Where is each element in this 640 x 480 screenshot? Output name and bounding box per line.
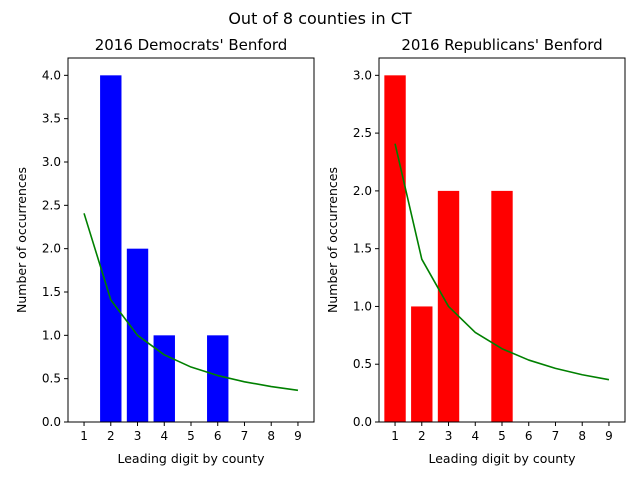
dem-xtick-label: 4	[160, 429, 168, 443]
dem-xtick-label: 1	[80, 429, 88, 443]
dem-chart-title: 2016 Democrats' Benford	[95, 36, 288, 54]
dem-ytick-label: 4.0	[42, 68, 61, 82]
rep-ytick-label: 1.0	[353, 299, 372, 313]
rep-xtick-label: 7	[552, 429, 560, 443]
dem-ytick-label: 1.0	[42, 328, 61, 342]
rep-ytick-label: 2.0	[353, 184, 372, 198]
rep-xtick-label: 8	[578, 429, 586, 443]
democrats-chart: 2016 Democrats' Benford 1 2 3 4 5 6 7 8 9 0.0 0.5 1.…	[14, 36, 315, 466]
rep-ytick-label: 0.5	[353, 357, 372, 371]
rep-xtick-label: 6	[525, 429, 533, 443]
rep-x-axis-label: Leading digit by county	[429, 451, 577, 466]
rep-xtick-label: 1	[391, 429, 399, 443]
figure-suptitle: Out of 8 counties in CT	[228, 9, 412, 28]
dem-xtick-label: 8	[267, 429, 275, 443]
dem-ytick-label: 0.0	[42, 415, 61, 429]
rep-xtick-label: 4	[471, 429, 479, 443]
dem-ytick-label: 2.0	[42, 242, 61, 256]
rep-xtick-label: 3	[445, 429, 453, 443]
dem-bar-digit-6	[207, 335, 229, 422]
dem-xtick-label: 6	[214, 429, 222, 443]
dem-ytick-label: 3.0	[42, 155, 61, 169]
dem-xtick-label: 9	[294, 429, 302, 443]
rep-bar-digit-2	[411, 306, 433, 422]
rep-ytick-label: 0.0	[353, 415, 372, 429]
rep-benford-expected-line	[394, 143, 610, 381]
rep-xtick-label: 5	[498, 429, 506, 443]
rep-xtick-label: 2	[418, 429, 426, 443]
dem-xtick-label: 2	[107, 429, 115, 443]
rep-ytick-label: 1.5	[353, 242, 372, 256]
dem-benford-expected-line	[83, 213, 299, 392]
dem-xtick-label: 7	[241, 429, 249, 443]
rep-y-axis-label: Number of occurrences	[325, 167, 340, 313]
rep-bar-digit-5	[491, 190, 513, 422]
rep-chart-title: 2016 Republicans' Benford	[401, 36, 602, 54]
dem-bar-digit-4	[153, 335, 175, 422]
dem-xtick-label: 5	[187, 429, 195, 443]
dem-ytick-label: 3.5	[42, 112, 61, 126]
dem-ytick-label: 1.5	[42, 285, 61, 299]
dem-y-axis-label: Number of occurrences	[14, 167, 29, 313]
dem-xtick-label: 3	[134, 429, 142, 443]
dem-x-axis-label: Leading digit by county	[118, 451, 266, 466]
rep-xtick-label: 9	[605, 429, 613, 443]
dem-ytick-label: 2.5	[42, 198, 61, 212]
rep-ytick-label: 2.5	[353, 126, 372, 140]
rep-bar-digit-1	[384, 75, 406, 422]
republicans-chart: 2016 Republicans' Benford 1 2 3 4 5 6 7 8 9 0.0 0.5…	[325, 36, 626, 466]
dem-ytick-label: 0.5	[42, 372, 61, 386]
dem-bar-digit-2	[100, 75, 122, 422]
rep-ytick-label: 3.0	[353, 68, 372, 82]
